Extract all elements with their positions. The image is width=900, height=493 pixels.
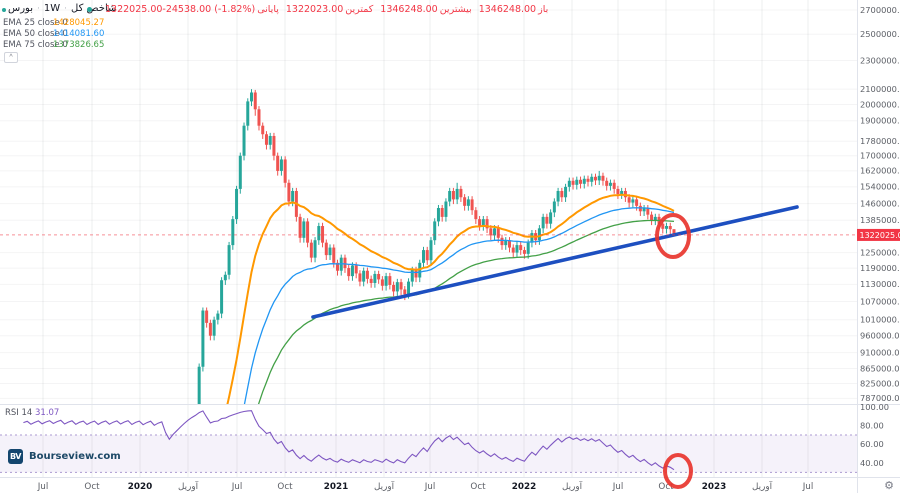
ema75-value: 1373826.65: [53, 39, 105, 50]
exchange-label: بورس: [8, 3, 33, 14]
ohlc-low: کمترین1322023.00: [285, 4, 374, 15]
ema50-value: 1414081.60: [53, 28, 105, 39]
price-tick-label: 1250000.00: [860, 247, 900, 257]
time-tick-label: 2021: [324, 482, 348, 492]
series-status-dot-icon: [87, 7, 92, 12]
price-tick-label: 1700000.00: [860, 151, 900, 161]
rsi-tick-label: 100.00: [860, 402, 889, 412]
ohlc-close-change: پایانی1322025.00-24538.00 (-1.82%): [105, 4, 279, 15]
time-tick-label: Jul: [37, 482, 49, 492]
rsi-legend: RSI 14 31.07: [5, 408, 59, 418]
settings-gear-icon[interactable]: ⚙: [884, 479, 894, 492]
price-tick-label: 787000.00: [860, 393, 900, 403]
price-tick-label: 2000000.00: [860, 99, 900, 109]
grid-layer: [0, 0, 857, 477]
price-tick-label: 1900000.00: [860, 115, 900, 125]
time-tick-label: Jul: [802, 482, 814, 492]
axis-labels: 2700000.00 2500000.00 2300000.00 2100000.00…: [37, 5, 900, 492]
highlight-circle-drawing[interactable]: [655, 213, 691, 259]
time-tick-label: Oct: [277, 482, 293, 492]
time-tick-label: Oct: [658, 482, 674, 492]
price-tick-label: 2500000.00: [860, 29, 900, 39]
ema50-line: [243, 207, 675, 404]
price-tick-label: 1130000.00: [860, 279, 900, 289]
price-tick-label: 1010000.00: [860, 315, 900, 325]
rsi-band: [0, 434, 857, 473]
time-tick-label: 2023: [702, 482, 726, 492]
time-tick-label: آوریل: [752, 480, 773, 492]
market-status-icon: [2, 8, 6, 12]
price-tick-label: 1070000.00: [860, 296, 900, 306]
interval-label[interactable]: 1W: [43, 3, 61, 14]
ema75-legend: EMA 75 close 0 1373826.65: [3, 39, 104, 50]
ohlc-open: باز1346248.00: [478, 4, 549, 15]
ema75-label: EMA 75 close 0: [3, 39, 68, 50]
ema50-legend: EMA 50 close 0 1414081.60: [3, 28, 104, 39]
time-tick-label: Jul: [612, 482, 624, 492]
bourseview-branding[interactable]: BV Bourseview.com: [8, 449, 121, 464]
ema25-line: [226, 193, 675, 404]
highlight-circle-drawing[interactable]: [663, 453, 693, 489]
trendline-drawing[interactable]: [311, 205, 799, 319]
chevron-up-icon: ^: [9, 54, 13, 61]
symbol-title[interactable]: شاخص کل: [71, 3, 117, 14]
price-tick-label: 1780000.00: [860, 136, 900, 146]
ema25-legend: EMA 25 close 0 1428045.27: [3, 17, 104, 28]
price-tick-label: 2300000.00: [860, 55, 900, 65]
ema75-line: [257, 219, 675, 404]
bourseview-logo-icon: BV: [8, 449, 23, 464]
rsi-label: RSI 14: [5, 408, 33, 418]
time-tick-label: آوریل: [562, 480, 583, 492]
price-tick-label: 1385000.00: [860, 215, 900, 225]
time-tick-label: آوریل: [178, 480, 199, 492]
time-axis-bg[interactable]: [0, 477, 900, 493]
rsi-line: [23, 410, 675, 471]
rsi-tick-label: 80.00: [860, 420, 884, 430]
time-tick-label: آوریل: [374, 480, 395, 492]
price-tick-label: 825000.00: [860, 378, 900, 388]
time-tick-label: Oct: [470, 482, 486, 492]
price-tick-label: 1460000.00: [860, 198, 900, 208]
ema50-label: EMA 50 close 0: [3, 28, 68, 39]
last-price-badge: [857, 228, 900, 241]
legend-separator: ·: [37, 3, 40, 14]
price-tick-label: 1620000.00: [860, 166, 900, 176]
ema25-value: 1428045.27: [53, 17, 105, 28]
price-tick-label: 1540000.00: [860, 182, 900, 192]
price-tick-label: 1190000.00: [860, 263, 900, 273]
price-tick-label: 865000.00: [860, 363, 900, 373]
price-axis-bg[interactable]: [857, 0, 900, 493]
legend-separator: ·: [64, 3, 67, 14]
time-tick-label: Oct: [84, 482, 100, 492]
rsi-tick-label: 60.00: [860, 439, 884, 449]
price-tick-label: 2700000.00: [860, 5, 900, 15]
rsi-value: 31.07: [35, 408, 60, 418]
symbol-legend: شاخص کل · 1W · بورس: [8, 3, 116, 14]
ohlc-readout: باز1346248.00 بیشترین1346248.00 کمترین13…: [98, 4, 548, 15]
time-tick-label: Jul: [424, 482, 436, 492]
last-price-badge-text: 1322025.00: [860, 231, 900, 240]
collapse-legend-button[interactable]: ^: [4, 52, 18, 63]
time-tick-label: 2020: [128, 482, 152, 492]
time-tick-label: Jul: [231, 482, 243, 492]
ema25-label: EMA 25 close 0: [3, 17, 68, 28]
price-tick-label: 2100000.00: [860, 84, 900, 94]
time-tick-label: 2022: [512, 482, 536, 492]
price-tick-label: 960000.00: [860, 331, 900, 341]
price-tick-label: 910000.00: [860, 347, 900, 357]
rsi-tick-label: 40.00: [860, 458, 884, 468]
bourseview-site-link[interactable]: Bourseview.com: [29, 451, 121, 462]
ohlc-high: بیشترین1346248.00: [380, 4, 472, 15]
